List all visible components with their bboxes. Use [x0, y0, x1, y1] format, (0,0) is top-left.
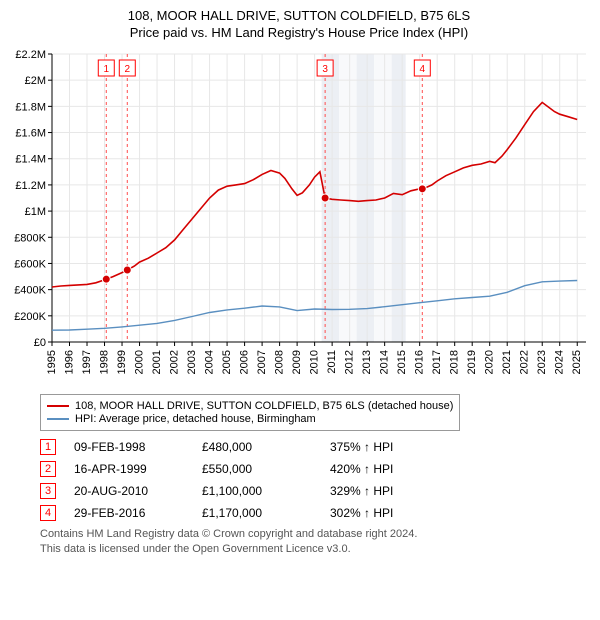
footer-line1: Contains HM Land Registry data © Crown c… — [40, 527, 586, 542]
footer-line2: This data is licensed under the Open Gov… — [40, 542, 586, 557]
transaction-date: 16-APR-1999 — [74, 462, 184, 476]
svg-text:3: 3 — [322, 64, 328, 75]
svg-text:2012: 2012 — [344, 350, 356, 374]
transaction-marker: 4 — [40, 505, 56, 521]
svg-text:1998: 1998 — [99, 350, 111, 374]
svg-text:1997: 1997 — [81, 350, 93, 374]
svg-text:2011: 2011 — [326, 350, 338, 374]
svg-text:2000: 2000 — [134, 350, 146, 374]
svg-text:2019: 2019 — [466, 350, 478, 374]
svg-text:2005: 2005 — [221, 350, 233, 374]
transaction-row: 3 20-AUG-2010 £1,100,000 329% ↑ HPI — [40, 483, 586, 499]
svg-text:£400K: £400K — [14, 285, 46, 297]
transaction-date: 09-FEB-1998 — [74, 440, 184, 454]
svg-text:£1.8M: £1.8M — [15, 101, 46, 113]
svg-text:2020: 2020 — [484, 350, 496, 374]
svg-text:£600K: £600K — [14, 258, 46, 270]
svg-text:2007: 2007 — [256, 350, 268, 374]
transaction-row: 1 09-FEB-1998 £480,000 375% ↑ HPI — [40, 439, 586, 455]
svg-text:2023: 2023 — [536, 350, 548, 374]
svg-text:2018: 2018 — [449, 350, 461, 374]
legend: 108, MOOR HALL DRIVE, SUTTON COLDFIELD, … — [40, 394, 460, 431]
svg-text:2013: 2013 — [361, 350, 373, 374]
chart-plot: £0 £200K £400K £600K £800K £1M £1.2M £1.4M £1.6M… — [4, 46, 594, 386]
legend-item: HPI: Average price, detached house, Birm… — [47, 413, 453, 425]
svg-text:2010: 2010 — [309, 350, 321, 374]
svg-text:1996: 1996 — [64, 350, 76, 374]
svg-text:2002: 2002 — [169, 350, 181, 374]
svg-text:2014: 2014 — [379, 350, 391, 374]
svg-text:£1.6M: £1.6M — [15, 128, 46, 140]
transaction-hpi-pct: 302% ↑ HPI — [330, 506, 440, 520]
svg-text:2017: 2017 — [431, 350, 443, 374]
chart-container: 108, MOOR HALL DRIVE, SUTTON COLDFIELD, … — [0, 0, 600, 569]
transaction-price: £480,000 — [202, 440, 312, 454]
svg-text:2024: 2024 — [554, 350, 566, 374]
transaction-row: 4 29-FEB-2016 £1,170,000 302% ↑ HPI — [40, 505, 586, 521]
svg-text:2016: 2016 — [414, 350, 426, 374]
line-chart-svg: £0 £200K £400K £600K £800K £1M £1.2M £1.4M £1.6M… — [4, 46, 594, 386]
transaction-hpi-pct: 375% ↑ HPI — [330, 440, 440, 454]
transactions-table: 1 09-FEB-1998 £480,000 375% ↑ HPI 2 16-APR-19… — [40, 439, 586, 521]
legend-label: 108, MOOR HALL DRIVE, SUTTON COLDFIELD, … — [75, 400, 453, 412]
transaction-hpi-pct: 329% ↑ HPI — [330, 484, 440, 498]
transaction-date: 29-FEB-2016 — [74, 506, 184, 520]
svg-text:2021: 2021 — [501, 350, 513, 374]
svg-text:4: 4 — [420, 64, 426, 75]
svg-text:£0: £0 — [34, 337, 46, 349]
svg-text:2008: 2008 — [274, 350, 286, 374]
svg-text:1: 1 — [103, 64, 109, 75]
title-address: 108, MOOR HALL DRIVE, SUTTON COLDFIELD, … — [4, 8, 594, 23]
svg-text:1999: 1999 — [116, 350, 128, 374]
footer-attribution: Contains HM Land Registry data © Crown c… — [40, 527, 586, 557]
svg-text:2015: 2015 — [396, 350, 408, 374]
svg-text:1995: 1995 — [46, 350, 58, 374]
transaction-marker: 2 — [40, 461, 56, 477]
svg-text:£800K: £800K — [14, 232, 46, 244]
legend-item: 108, MOOR HALL DRIVE, SUTTON COLDFIELD, … — [47, 400, 453, 412]
transaction-hpi-pct: 420% ↑ HPI — [330, 462, 440, 476]
transaction-marker: 1 — [40, 439, 56, 455]
transaction-price: £1,100,000 — [202, 484, 312, 498]
svg-text:£2M: £2M — [25, 75, 46, 87]
svg-text:£2.2M: £2.2M — [15, 49, 46, 61]
legend-swatch — [47, 418, 69, 420]
title-subtitle: Price paid vs. HM Land Registry's House … — [4, 25, 594, 40]
svg-text:2009: 2009 — [291, 350, 303, 374]
transaction-date: 20-AUG-2010 — [74, 484, 184, 498]
svg-text:2006: 2006 — [239, 350, 251, 374]
svg-text:2025: 2025 — [571, 350, 583, 374]
transaction-marker: 3 — [40, 483, 56, 499]
legend-label: HPI: Average price, detached house, Birm… — [75, 413, 316, 425]
svg-text:2: 2 — [125, 64, 131, 75]
svg-text:£200K: £200K — [14, 311, 46, 323]
svg-text:2022: 2022 — [519, 350, 531, 374]
svg-text:£1M: £1M — [25, 206, 46, 218]
svg-text:£1.4M: £1.4M — [15, 154, 46, 166]
svg-text:2001: 2001 — [151, 350, 163, 374]
transaction-row: 2 16-APR-1999 £550,000 420% ↑ HPI — [40, 461, 586, 477]
transaction-price: £550,000 — [202, 462, 312, 476]
title-block: 108, MOOR HALL DRIVE, SUTTON COLDFIELD, … — [4, 8, 594, 40]
svg-text:2003: 2003 — [186, 350, 198, 374]
svg-text:2004: 2004 — [204, 350, 216, 374]
transaction-price: £1,170,000 — [202, 506, 312, 520]
svg-text:£1.2M: £1.2M — [15, 180, 46, 192]
legend-swatch — [47, 405, 69, 407]
